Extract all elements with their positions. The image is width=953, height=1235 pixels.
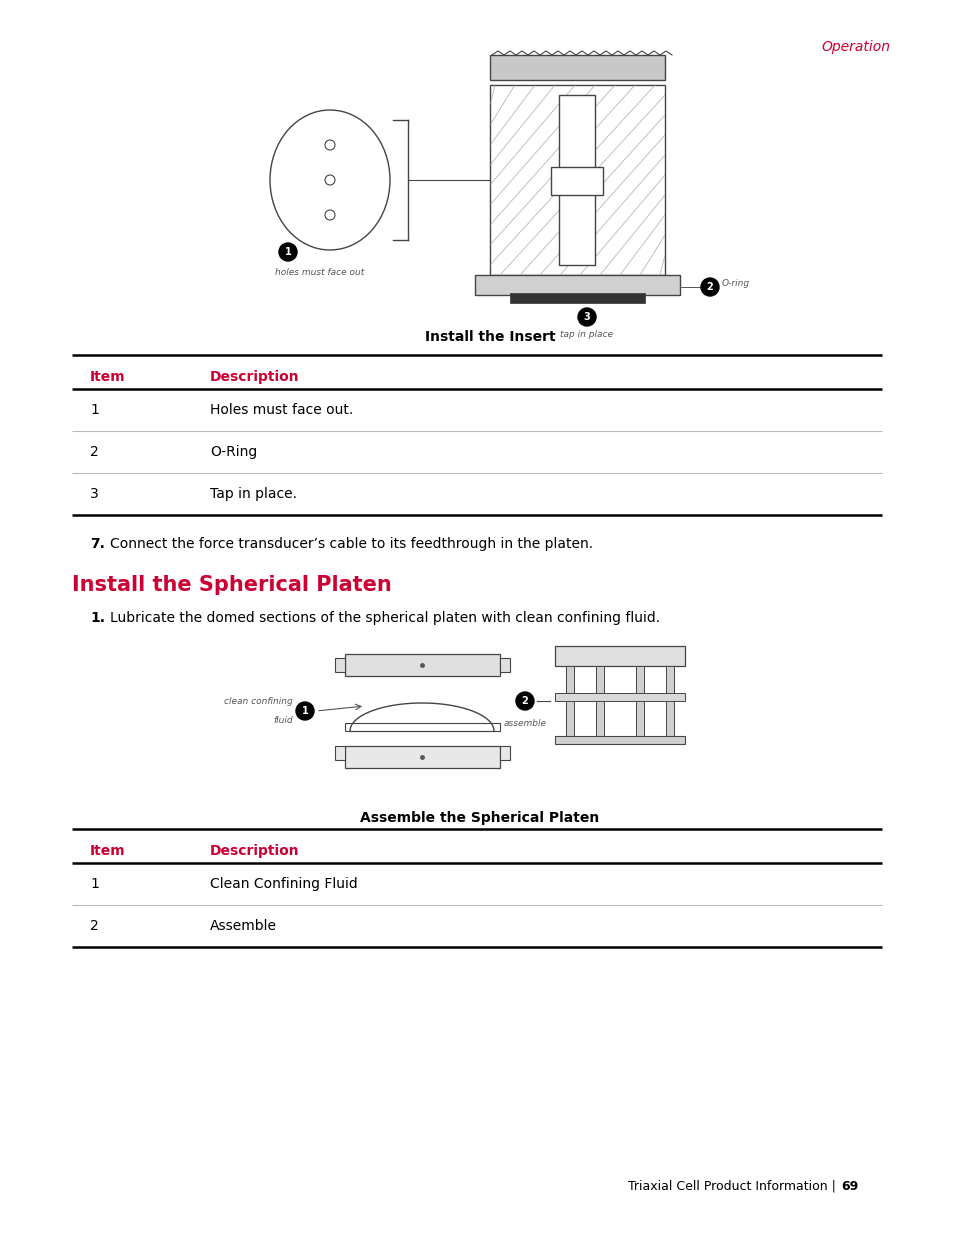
Text: Lubricate the domed sections of the spherical platen with clean confining fluid.: Lubricate the domed sections of the sphe… <box>110 611 659 625</box>
Bar <box>565 666 574 736</box>
Text: 1: 1 <box>90 403 99 417</box>
Bar <box>551 167 602 195</box>
Bar <box>558 95 595 266</box>
Text: 7.: 7. <box>90 537 105 551</box>
Circle shape <box>278 243 296 261</box>
Bar <box>665 666 673 736</box>
Bar <box>555 693 684 701</box>
Text: assemble: assemble <box>503 719 546 727</box>
Text: tap in place: tap in place <box>560 330 613 338</box>
Text: Item: Item <box>90 844 126 858</box>
Text: 1: 1 <box>284 247 291 257</box>
Bar <box>335 746 345 760</box>
Text: Description: Description <box>210 370 299 384</box>
Bar <box>345 746 499 768</box>
Text: Assemble: Assemble <box>210 919 276 932</box>
Text: 2: 2 <box>521 697 528 706</box>
Text: fluid: fluid <box>274 716 293 725</box>
Text: 3: 3 <box>90 487 99 501</box>
Text: Description: Description <box>210 844 299 858</box>
Text: Triaxial Cell Product Information |: Triaxial Cell Product Information | <box>627 1179 840 1193</box>
Text: O-ring: O-ring <box>721 279 749 289</box>
Bar <box>499 746 510 760</box>
Bar <box>555 646 684 666</box>
Text: Install the Spherical Platen: Install the Spherical Platen <box>71 576 392 595</box>
Text: 69: 69 <box>841 1179 858 1193</box>
Text: 1.: 1. <box>90 611 105 625</box>
Text: Tap in place.: Tap in place. <box>210 487 296 501</box>
Text: Install the Insert: Install the Insert <box>424 330 555 345</box>
Bar <box>555 736 684 743</box>
Text: Connect the force transducer’s cable to its feedthrough in the platen.: Connect the force transducer’s cable to … <box>110 537 593 551</box>
Text: Holes must face out.: Holes must face out. <box>210 403 353 417</box>
Bar <box>490 56 664 80</box>
Circle shape <box>700 278 719 296</box>
Circle shape <box>516 692 534 710</box>
Bar <box>499 658 510 672</box>
Text: 1: 1 <box>90 877 99 890</box>
Text: O-Ring: O-Ring <box>210 445 257 459</box>
Text: 2: 2 <box>706 282 713 291</box>
Bar <box>490 85 664 275</box>
Text: Operation: Operation <box>821 40 889 54</box>
Bar <box>475 275 679 295</box>
Text: 3: 3 <box>583 312 590 322</box>
Bar <box>510 293 644 303</box>
Text: 2: 2 <box>90 919 99 932</box>
Text: Item: Item <box>90 370 126 384</box>
Bar <box>596 666 603 736</box>
Text: clean confining: clean confining <box>224 697 293 706</box>
Circle shape <box>578 308 596 326</box>
Bar <box>636 666 643 736</box>
Bar <box>345 722 499 731</box>
Text: 1: 1 <box>301 706 308 716</box>
Text: Clean Confining Fluid: Clean Confining Fluid <box>210 877 357 890</box>
Bar <box>345 655 499 676</box>
Circle shape <box>295 701 314 720</box>
Text: 2: 2 <box>90 445 99 459</box>
Text: holes must face out: holes must face out <box>275 268 364 277</box>
Bar <box>335 658 345 672</box>
Text: Assemble the Spherical Platen: Assemble the Spherical Platen <box>360 811 599 825</box>
